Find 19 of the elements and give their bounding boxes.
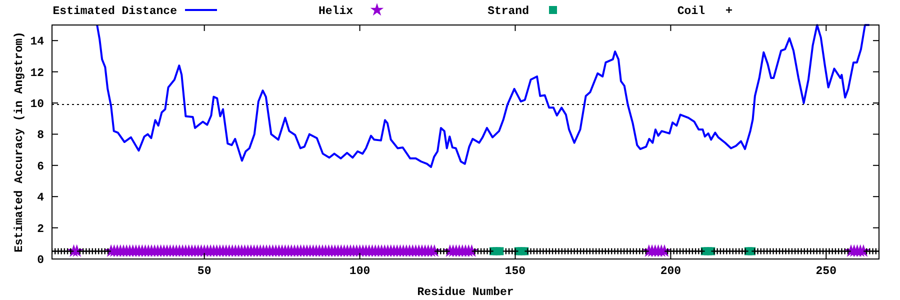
x-tick-label: 150 [504,265,526,278]
legend-label: Estimated Distance [52,5,178,18]
x-tick-label: 200 [660,265,682,278]
x-tick-label: 50 [197,265,212,278]
y-tick-label: 6 [37,160,44,174]
legend-label: Coil [677,5,706,18]
y-tick-label: 8 [37,129,44,142]
x-tick-label: 100 [349,265,370,278]
y-tick-label: 10 [30,98,44,112]
legend-label: Helix [318,5,354,18]
y-tick-label: 2 [37,222,44,236]
y-tick-label: 4 [37,192,44,205]
y-tick-label: 12 [30,66,44,80]
y-axis-title: Estimated Accuracy (in Angstrom) [13,32,26,252]
y-tick-label: 0 [37,254,44,268]
x-tick-label: 250 [816,265,837,278]
y-tick-label: 14 [30,36,44,49]
x-axis-title: Residue Number [417,286,514,299]
legend-label: Strand [488,5,530,18]
